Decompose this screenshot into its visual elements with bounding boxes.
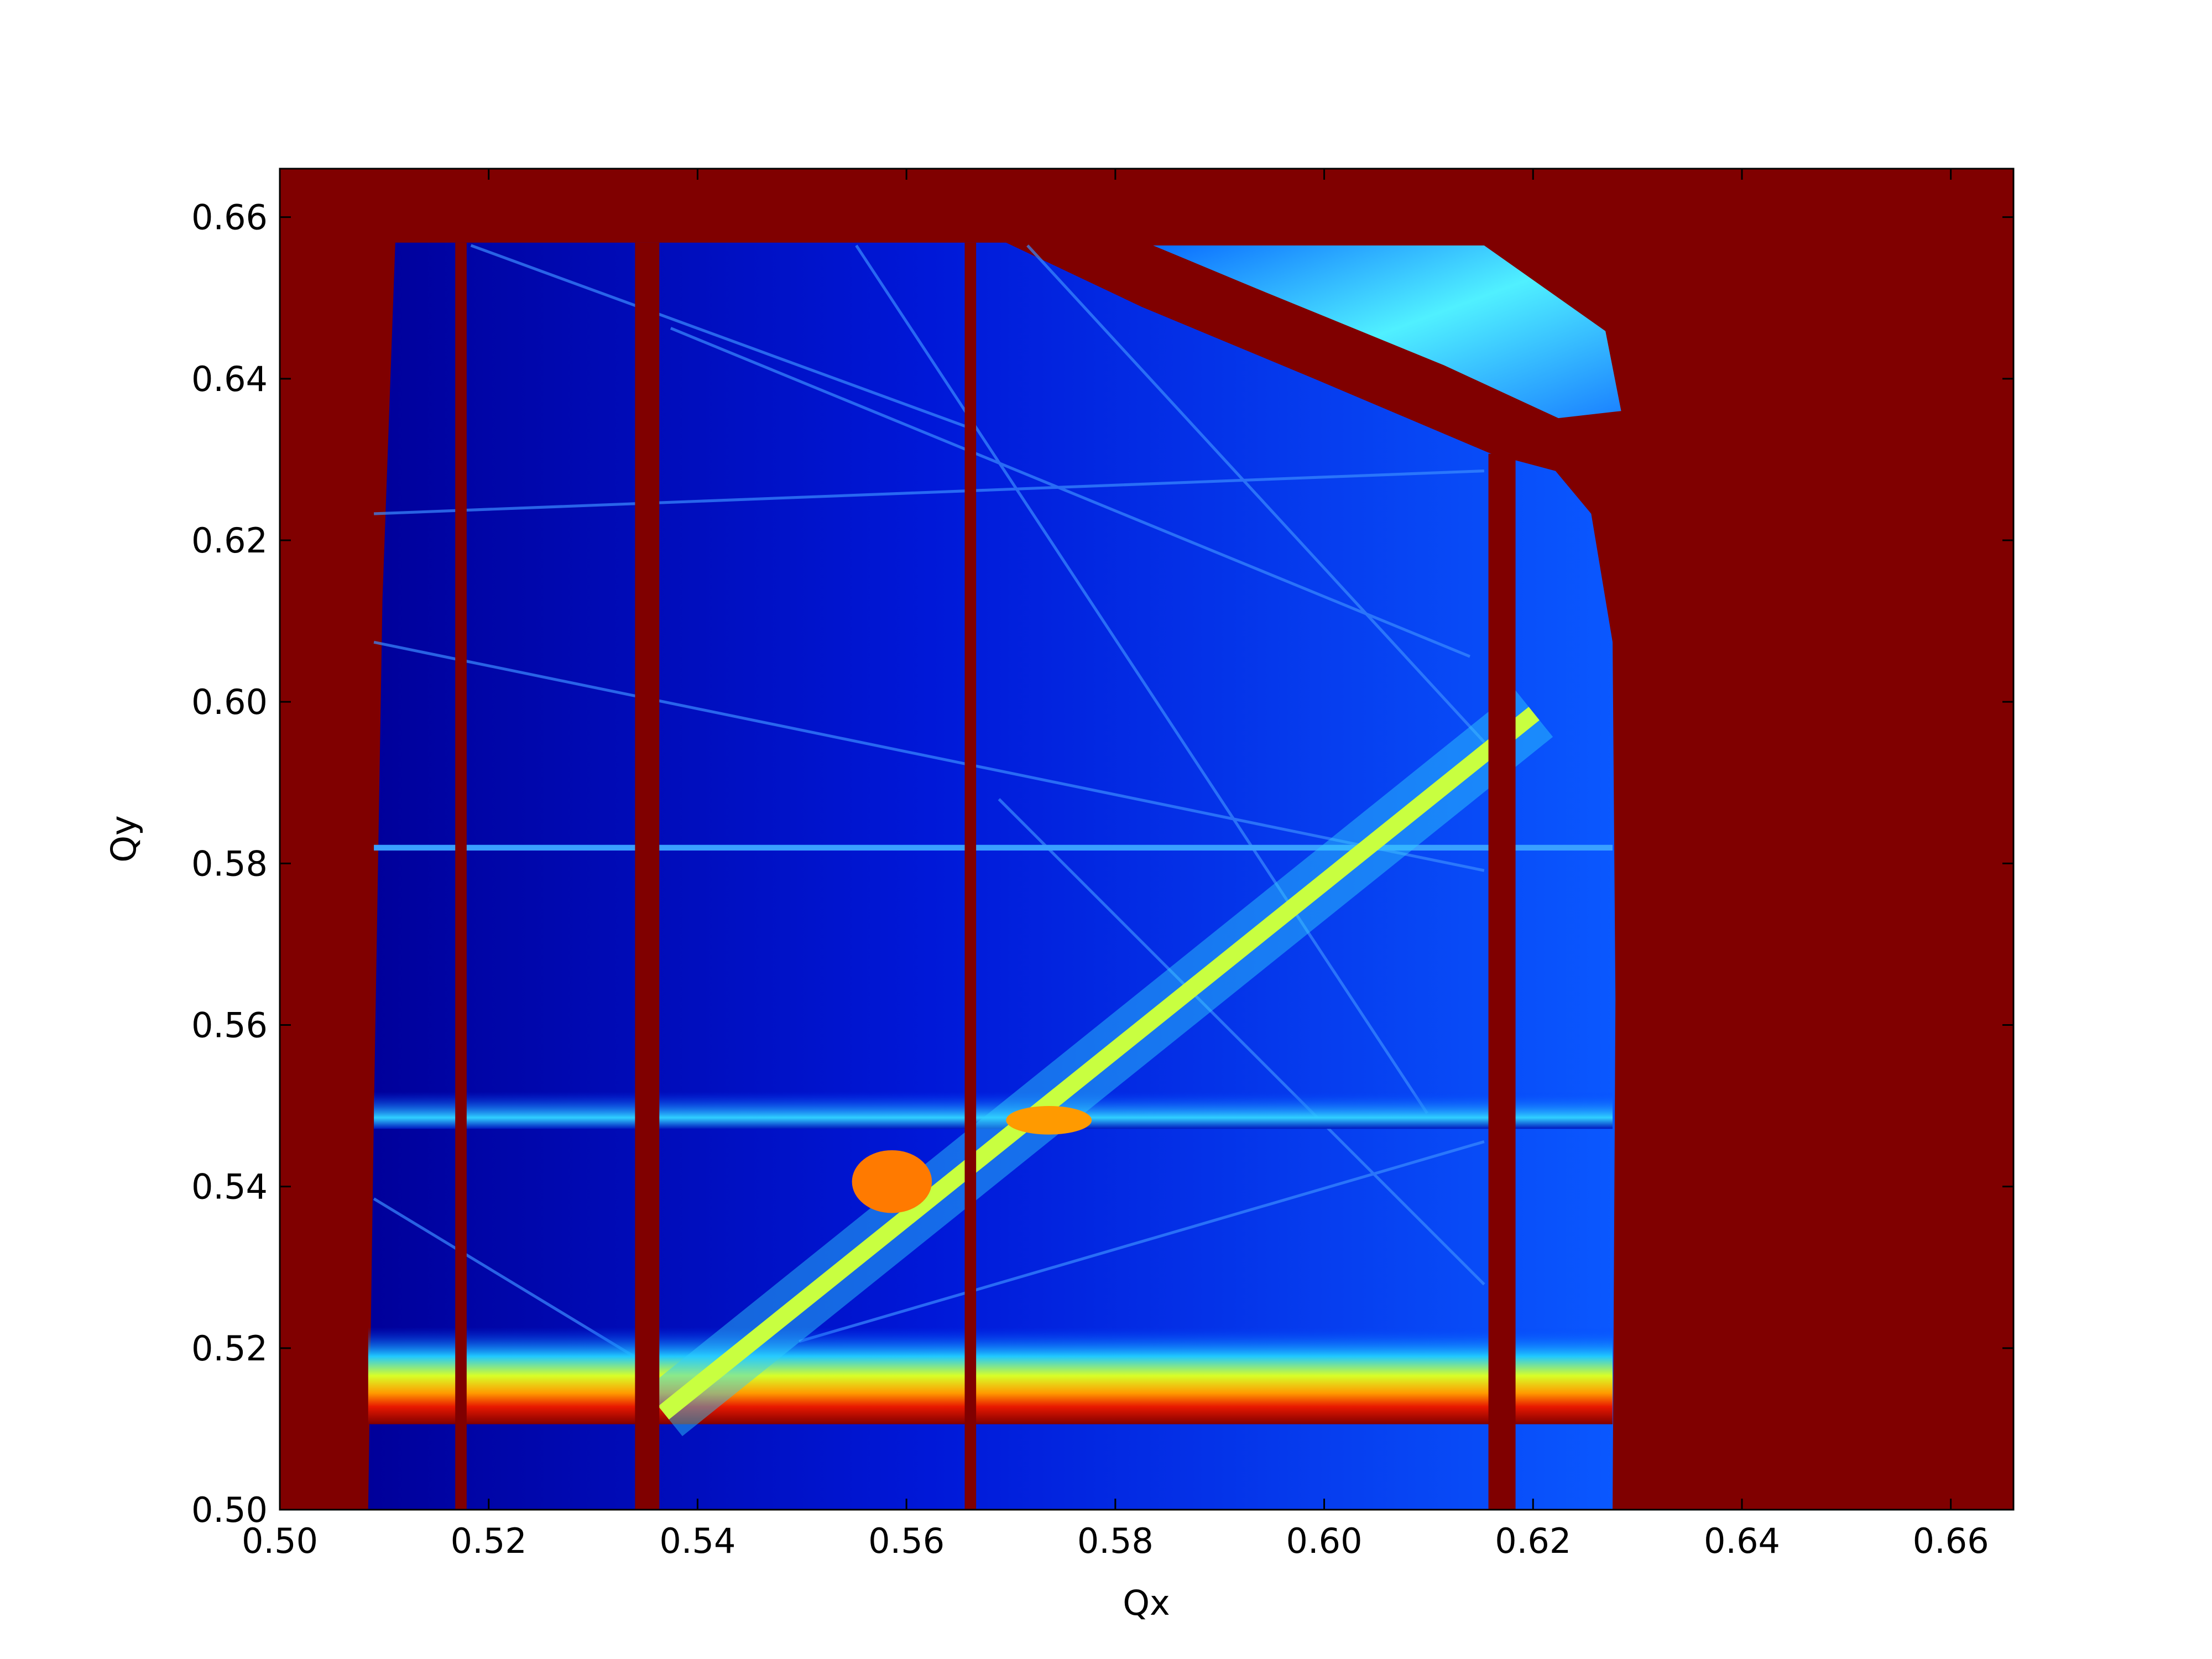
unstable-stripe <box>635 242 660 1510</box>
heatmap-field <box>279 168 2014 1510</box>
unstable-stripe <box>964 242 977 1510</box>
x-tick-label: 0.50 <box>242 1521 318 1561</box>
hot-spot <box>852 1150 932 1213</box>
y-tick-label: 0.54 <box>191 1167 268 1207</box>
y-axis-label: Qy <box>103 815 144 863</box>
x-tick-label: 0.54 <box>659 1521 735 1561</box>
y-tick-label: 0.52 <box>191 1328 268 1369</box>
x-axis-label: Qx <box>1123 1583 1170 1623</box>
plot-frame <box>279 168 2015 1511</box>
y-tick-label: 0.50 <box>191 1490 268 1530</box>
stable-region <box>368 242 1616 1510</box>
y-tick-label: 0.58 <box>191 843 268 884</box>
x-tick-label: 0.62 <box>1495 1521 1571 1561</box>
unstable-stripe <box>1488 453 1516 1510</box>
y-tick-label: 0.56 <box>191 1005 268 1045</box>
resonance-lines <box>373 244 1485 1371</box>
stable-island <box>1153 245 1621 419</box>
y-tick-label: 0.66 <box>191 197 268 238</box>
hot-spot <box>1006 1105 1092 1135</box>
x-tick-label: 0.58 <box>1077 1521 1154 1561</box>
y-tick-label: 0.62 <box>191 520 268 561</box>
resonance-band <box>374 1092 1613 1129</box>
x-tick-label: 0.60 <box>1286 1521 1363 1561</box>
unstable-stripe <box>455 242 467 1510</box>
resonance-band <box>368 1327 1613 1425</box>
x-tick-label: 0.56 <box>868 1521 945 1561</box>
y-tick-label: 0.60 <box>191 682 268 722</box>
x-tick-label: 0.52 <box>451 1521 527 1561</box>
diagonal-resonance <box>658 707 1540 1420</box>
y-tick-label: 0.64 <box>191 359 268 399</box>
x-tick-label: 0.66 <box>1913 1521 1989 1561</box>
x-tick-label: 0.64 <box>1704 1521 1780 1561</box>
resonance-line <box>374 844 1613 851</box>
